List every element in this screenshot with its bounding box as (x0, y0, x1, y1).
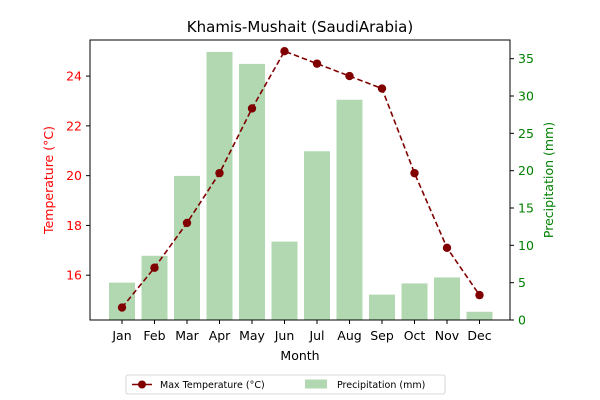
right-tick-label-15: 15 (518, 201, 534, 216)
legend-bar-swatch (305, 379, 327, 389)
temperature-line-series (117, 47, 484, 312)
temperature-point-oct (410, 168, 419, 178)
x-tick-label-aug: Aug (337, 328, 361, 343)
x-tick-label-feb: Feb (143, 328, 165, 343)
left-tick-label-20: 20 (66, 168, 82, 183)
temperature-point-dec (475, 290, 484, 300)
precipitation-bar-jul (304, 151, 330, 320)
precipitation-bar-dec (466, 311, 493, 320)
temperature-point-apr (215, 168, 224, 178)
precipitation-bar-apr (206, 51, 233, 321)
chart-title: Khamis-Mushait (SaudiArabia) (187, 18, 413, 36)
legend-label-temperature: Max Temperature (°C) (160, 380, 265, 391)
temperature-point-nov (442, 243, 452, 253)
left-axis-label: Temperature (°C) (41, 126, 56, 235)
precipitation-bar-aug (336, 99, 363, 320)
right-axis-label: Precipitation (mm) (541, 122, 556, 238)
legend-marker-swatch (138, 380, 146, 389)
precipitation-bar-jun (271, 241, 298, 320)
x-tick-label-apr: Apr (209, 328, 231, 343)
x-tick-label-mar: Mar (175, 328, 199, 343)
x-tick-label-jan: Jan (111, 328, 131, 343)
left-tick-label-18: 18 (66, 218, 82, 233)
legend-frame (125, 374, 446, 395)
temperature-point-aug (345, 71, 354, 81)
legend: Max Temperature (°C) Precipitation (mm) (125, 374, 446, 395)
right-tick-label-0: 0 (518, 313, 526, 328)
x-tick-label-dec: Dec (467, 328, 491, 343)
right-tick-label-30: 30 (518, 89, 534, 104)
precipitation-bar-may (239, 63, 265, 320)
temperature-point-jun (280, 47, 289, 56)
right-tick-label-10: 10 (518, 238, 534, 253)
precipitation-bar-mar (174, 175, 200, 320)
x-tick-label-oct: Oct (404, 328, 426, 343)
right-tick-label-35: 35 (518, 51, 534, 66)
x-axis-label: Month (280, 348, 319, 363)
precipitation-bar-oct (401, 283, 428, 320)
temperature-point-jan (117, 303, 127, 312)
plot-frame (89, 39, 511, 321)
right-tick-label-20: 20 (518, 163, 534, 178)
x-tick-label-jun: Jun (274, 328, 295, 343)
precipitation-bar-jan (109, 282, 135, 320)
temperature-point-may (247, 104, 257, 113)
x-tick-label-may: May (239, 328, 265, 343)
x-tick-label-nov: Nov (435, 328, 460, 343)
precipitation-bars (109, 51, 493, 321)
left-tick-label-16: 16 (66, 268, 82, 283)
right-tick-label-25: 25 (518, 126, 534, 141)
precipitation-bar-nov (434, 277, 460, 320)
left-tick-label-24: 24 (66, 69, 82, 84)
right-tick-label-5: 5 (518, 275, 526, 290)
axes: Jan Feb Mar Apr May Jun Jul Aug Sep Oct Nov Dec 16 18… (66, 39, 534, 343)
x-tick-label-sep: Sep (370, 328, 394, 343)
temperature-point-sep (377, 84, 387, 93)
temperature-point-jul (312, 59, 322, 68)
temperature-point-feb (150, 263, 159, 272)
x-tick-label-jul: Jul (308, 328, 324, 343)
legend-label-precipitation: Precipitation (mm) (337, 380, 425, 391)
left-tick-label-22: 22 (66, 118, 82, 133)
precipitation-bar-sep (369, 294, 395, 320)
temperature-line (121, 50, 481, 309)
temperature-point-mar (182, 218, 192, 228)
